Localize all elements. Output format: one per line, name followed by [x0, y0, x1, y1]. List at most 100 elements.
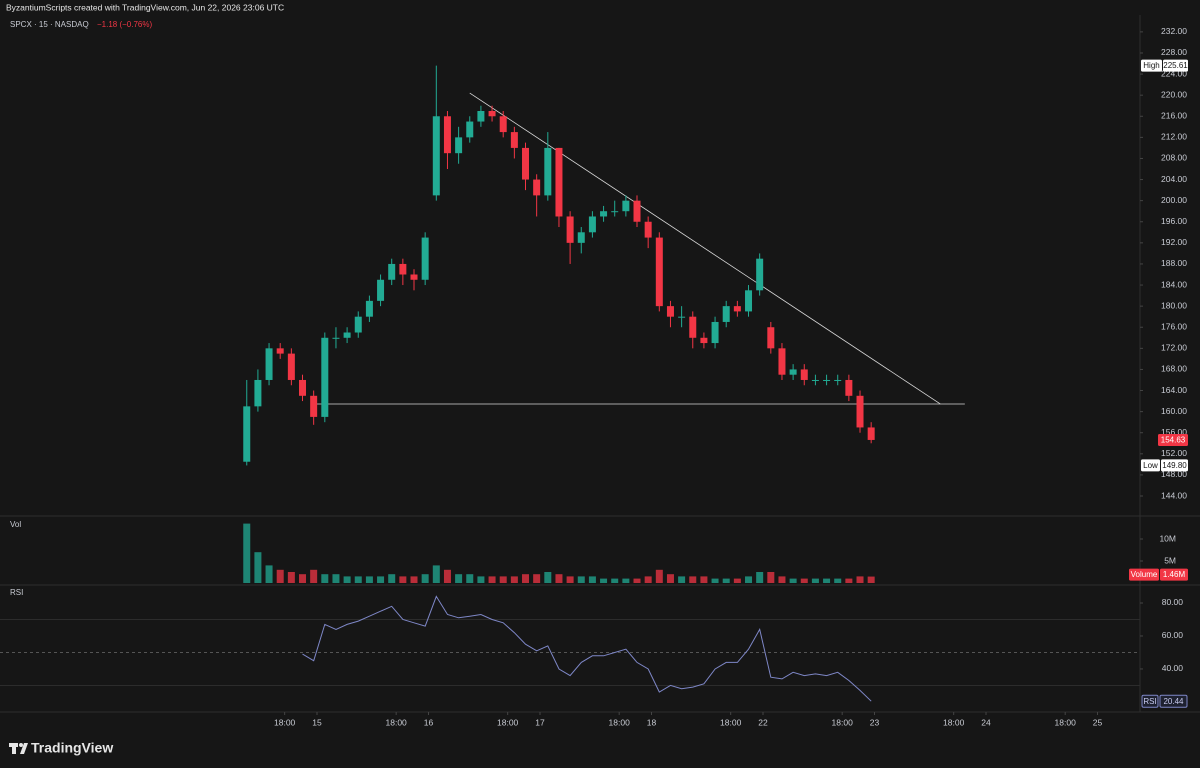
- candle-body: [287, 353, 295, 380]
- candle-body: [633, 200, 641, 222]
- volume-bar: [611, 578, 619, 583]
- volume-bar: [600, 578, 608, 583]
- y-tick-label: 40.00: [1162, 663, 1184, 673]
- candle-body: [410, 274, 418, 280]
- candle-body: [510, 132, 518, 148]
- candle-body: [823, 379, 831, 381]
- candle-body: [332, 337, 340, 339]
- volume-bar: [533, 574, 541, 583]
- candle-body: [265, 348, 273, 380]
- candle-body: [343, 332, 351, 338]
- volume-bar: [265, 565, 273, 583]
- volume-bar: [432, 565, 440, 583]
- candle-body: [622, 200, 630, 212]
- low-badge-label-box: [1141, 459, 1160, 472]
- volume-bar: [377, 576, 385, 583]
- volume-bar: [499, 576, 507, 583]
- rsi-badge-label: RSI: [1143, 697, 1156, 706]
- candle-body: [488, 110, 496, 117]
- volume-bar: [633, 578, 641, 583]
- x-tick-label: 25: [1093, 717, 1103, 727]
- candle-body: [689, 316, 697, 338]
- candle-body: [666, 306, 674, 317]
- low-badge-label: Low: [1143, 461, 1158, 470]
- candle-body: [588, 216, 596, 233]
- y-tick-label: 188.00: [1161, 258, 1187, 268]
- volume-bar: [745, 576, 753, 583]
- y-tick-label: 232.00: [1161, 26, 1187, 36]
- volume-bar: [276, 569, 284, 583]
- y-tick-label: 220.00: [1161, 89, 1187, 99]
- x-tick-label: 24: [981, 717, 991, 727]
- y-tick-label: 144.00: [1161, 490, 1187, 500]
- candle-body: [254, 379, 262, 407]
- pane-title: RSI: [10, 588, 23, 597]
- y-tick-label: 204.00: [1161, 174, 1187, 184]
- volume-bar: [666, 574, 674, 583]
- x-tick-label: 18:00: [720, 717, 742, 727]
- candle-body: [399, 263, 407, 275]
- x-tick-label: 18:00: [1055, 717, 1077, 727]
- y-tick-label: 224.00: [1161, 68, 1187, 78]
- x-tick-label: 16: [424, 717, 434, 727]
- volume-bar: [555, 574, 563, 583]
- candle-body: [421, 237, 429, 280]
- volume-bar: [733, 578, 741, 583]
- pane-title: Vol: [10, 520, 21, 529]
- last-price-box: [1158, 433, 1188, 446]
- x-tick-label: 18: [647, 717, 657, 727]
- rsi-badge-box: [1159, 694, 1188, 708]
- candle-body: [678, 316, 686, 318]
- volume-badge-box: [1160, 568, 1188, 581]
- volume-bar: [622, 578, 630, 583]
- volume-badge-value: 1.46M: [1163, 570, 1186, 579]
- volume-badge-label-box: [1129, 568, 1159, 581]
- candle-body: [800, 369, 808, 380]
- high-badge-box: [1163, 59, 1188, 72]
- candle-body: [555, 147, 563, 217]
- x-tick-label: 18:00: [832, 717, 854, 727]
- candle-body: [299, 379, 307, 396]
- volume-bar: [700, 576, 708, 583]
- x-tick-label: 18:00: [943, 717, 965, 727]
- candle-body: [577, 232, 585, 243]
- x-tick-label: 18:00: [609, 717, 631, 727]
- low-badge-value: 149.80: [1162, 461, 1187, 470]
- y-tick-label: 200.00: [1161, 195, 1187, 205]
- volume-badge-label: Volume: [1131, 570, 1158, 579]
- candle-body: [745, 290, 753, 312]
- y-tick-label: 160.00: [1161, 406, 1187, 416]
- volume-bar: [823, 578, 831, 583]
- volume-bar: [655, 569, 663, 583]
- volume-bar: [443, 569, 451, 583]
- candle-body: [789, 369, 797, 375]
- volume-bar: [287, 572, 295, 583]
- y-tick-label: 184.00: [1161, 279, 1187, 289]
- high-badge-label-box: [1141, 59, 1162, 72]
- volume-bar: [354, 576, 362, 583]
- volume-bar: [789, 578, 797, 583]
- candle-body: [778, 348, 786, 375]
- candle-body: [522, 147, 530, 180]
- candle-body: [377, 279, 385, 301]
- volume-bar: [711, 578, 719, 583]
- candle-body: [388, 263, 396, 280]
- candle-body: [243, 406, 251, 462]
- y-tick-label: 168.00: [1161, 364, 1187, 374]
- volume-bar: [544, 572, 552, 583]
- candle-body: [354, 316, 362, 333]
- x-tick-label: 18:00: [274, 717, 296, 727]
- volume-bar: [834, 578, 842, 583]
- x-tick-label: 22: [758, 717, 768, 727]
- volume-bar: [455, 574, 463, 583]
- candle-body: [466, 121, 474, 138]
- volume-bar: [488, 576, 496, 583]
- candle-body: [756, 258, 764, 291]
- y-tick-label: 212.00: [1161, 132, 1187, 142]
- candle-body: [733, 306, 741, 312]
- candle-body: [644, 221, 652, 238]
- volume-bar: [343, 576, 351, 583]
- candle-body: [711, 321, 719, 344]
- volume-bar: [399, 576, 407, 583]
- y-tick-label: 60.00: [1162, 630, 1184, 640]
